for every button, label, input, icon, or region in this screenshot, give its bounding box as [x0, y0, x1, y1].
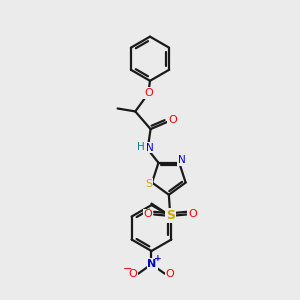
Text: H: H [137, 142, 145, 152]
Text: O: O [188, 209, 197, 220]
Text: −: − [122, 264, 132, 274]
Text: O: O [128, 269, 137, 279]
Text: O: O [166, 269, 174, 279]
Text: S: S [145, 179, 152, 189]
Text: O: O [168, 115, 177, 125]
Text: O: O [144, 88, 153, 98]
Text: N: N [147, 259, 157, 269]
Text: +: + [154, 254, 162, 263]
Text: S: S [166, 209, 175, 223]
Text: N: N [178, 155, 186, 165]
Text: N: N [146, 142, 154, 153]
Text: O: O [144, 209, 153, 220]
